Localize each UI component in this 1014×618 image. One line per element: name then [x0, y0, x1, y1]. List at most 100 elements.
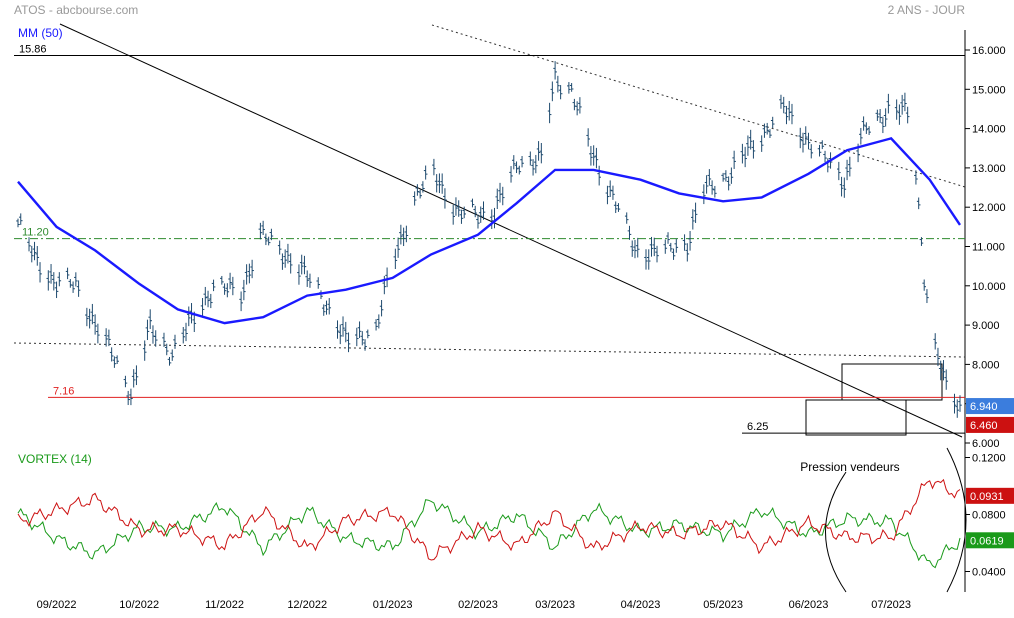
- vortex-badge-text: 0.0931: [970, 491, 1004, 503]
- price-bar: [366, 329, 370, 339]
- price-bar: [500, 186, 505, 206]
- price-bar: [308, 273, 312, 288]
- price-bar: [823, 150, 827, 163]
- price-bar: [377, 314, 381, 329]
- price-bar: [883, 108, 888, 127]
- price-bar: [894, 99, 899, 120]
- price-bar: [126, 390, 130, 406]
- price-bar: [239, 291, 243, 312]
- price-bar: [768, 129, 772, 138]
- price-bar: [691, 209, 695, 230]
- price-bar: [514, 161, 519, 174]
- price-bar: [38, 262, 42, 283]
- annotation-bracket-left: [825, 471, 847, 593]
- price-bar: [938, 360, 943, 381]
- price-bar: [556, 75, 560, 93]
- price-bar: [748, 129, 753, 150]
- price-bar: [162, 332, 166, 347]
- price-bar: [454, 197, 458, 216]
- price-bar: [536, 141, 541, 161]
- price-bar: [635, 237, 640, 258]
- price-bar: [200, 298, 205, 318]
- price-bar: [693, 202, 698, 223]
- price-bar: [591, 145, 596, 166]
- level-label-0: 15.86: [19, 44, 47, 56]
- price-bar: [710, 180, 714, 195]
- price-bar: [558, 85, 563, 100]
- level-label-1: 11.20: [22, 227, 49, 239]
- price-bar: [65, 267, 70, 280]
- price-bar: [181, 326, 186, 344]
- price-bar: [875, 109, 880, 121]
- price-bar: [357, 321, 362, 338]
- price-bar: [264, 233, 268, 246]
- price-bar: [633, 239, 637, 259]
- price-bar: [955, 399, 960, 418]
- price-bar: [944, 369, 949, 390]
- x-axis-label: 02/2023: [458, 599, 498, 611]
- price-bar: [46, 270, 51, 291]
- vortex-tick-label: 0.1200: [972, 453, 1006, 465]
- price-bar: [421, 181, 425, 193]
- price-bar: [608, 180, 612, 197]
- price-bar: [809, 144, 814, 159]
- price-bar: [495, 188, 500, 210]
- price-bar: [170, 349, 175, 361]
- price-bar: [242, 279, 246, 301]
- price-bar: [702, 184, 706, 205]
- vortex-badge-bg: [966, 532, 1014, 549]
- price-tick-label: 8.000: [972, 359, 1000, 371]
- price-bar: [280, 253, 285, 270]
- price-bar: [652, 237, 657, 257]
- price-bar: [914, 170, 918, 185]
- price-bar: [688, 231, 692, 251]
- price-badge-bg: [966, 416, 1014, 433]
- price-tick-label: 13.000: [972, 163, 1006, 175]
- price-bar: [511, 155, 516, 170]
- price-bar: [685, 243, 690, 262]
- price-bar: [817, 144, 822, 157]
- vortex-label: VORTEX (14): [18, 452, 92, 466]
- price-bar: [726, 176, 731, 191]
- price-bar: [32, 241, 37, 261]
- price-bar: [759, 135, 764, 152]
- price-bar: [919, 237, 924, 246]
- x-axis-label: 05/2023: [703, 599, 743, 611]
- price-bar: [305, 270, 310, 287]
- price-bar: [567, 82, 571, 94]
- x-axis-label: 07/2023: [871, 599, 911, 611]
- price-bar: [112, 356, 117, 368]
- price-bar: [18, 213, 23, 225]
- price-bar: [71, 281, 75, 293]
- price-bar: [589, 145, 593, 166]
- price-bar: [109, 347, 114, 362]
- price-bar: [801, 132, 805, 153]
- price-bar: [520, 155, 524, 168]
- price-bar: [605, 185, 610, 205]
- price-bar: [209, 293, 213, 309]
- price-bar: [473, 205, 478, 218]
- price-bar: [886, 93, 891, 114]
- price-bar: [655, 245, 659, 263]
- x-axis-label: 06/2023: [789, 599, 829, 611]
- price-bar: [299, 254, 304, 275]
- price-bar: [49, 264, 53, 284]
- price-tick-label: 10.000: [972, 281, 1006, 293]
- price-bar: [462, 206, 467, 219]
- price-bar: [418, 189, 422, 199]
- price-bar: [107, 329, 111, 347]
- price-bar: [222, 283, 227, 295]
- price-bar: [553, 61, 557, 80]
- chart-title: ATOS - abcbourse.com: [14, 3, 138, 17]
- x-axis-label: 01/2023: [373, 599, 413, 611]
- price-tick-label: 15.000: [972, 84, 1006, 96]
- price-bar: [266, 236, 271, 246]
- price-bar: [96, 323, 100, 344]
- price-bar: [762, 123, 767, 138]
- price-bar: [586, 128, 590, 147]
- chart-period: 2 ANS - JOUR: [888, 3, 966, 17]
- price-bar: [941, 360, 946, 381]
- price-bar: [104, 328, 108, 347]
- price-bar: [578, 97, 582, 114]
- price-bar: [379, 299, 384, 317]
